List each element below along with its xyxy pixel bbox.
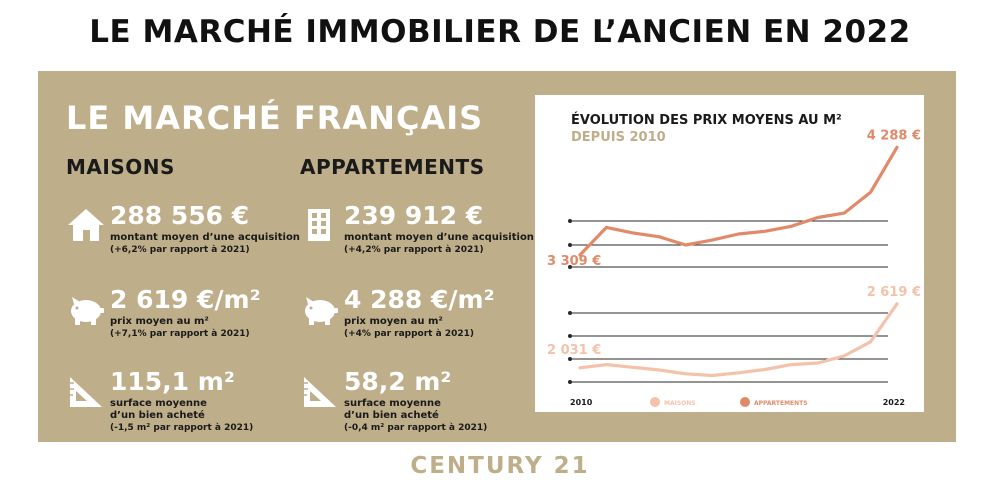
maisons-column: MAISONS 288 556 € montant moyen d’une ac… (66, 155, 300, 433)
house-icon (68, 209, 104, 241)
gridline-dot-5 (568, 357, 572, 361)
gridline-dot-4 (568, 334, 572, 338)
end-label-appartements: 4 288 € (867, 128, 921, 143)
maisons-prix-label: prix moyen au m² (+7,1% par rapport à 20… (110, 316, 250, 339)
appartements-acquisition-change: (+4,2% par rapport à 2021) (344, 245, 484, 255)
page-title: LE MARCHÉ IMMOBILIER DE L’ANCIEN EN 2022 (89, 14, 911, 50)
maisons-acquisition-label: montant moyen d’une acquisition (+6,2% p… (110, 232, 300, 255)
set-square-icon (304, 377, 336, 407)
maisons-prix-change: (+7,1% par rapport à 2021) (110, 329, 250, 339)
series-line-appartements (578, 145, 899, 257)
chart-svg: ÉVOLUTION DES PRIX MOYENS AU M² DEPUIS 2… (547, 112, 921, 407)
maisons-prix-value: 2 619 €/m² (110, 285, 261, 314)
appartements-prix-change: (+4% par rapport à 2021) (344, 329, 474, 339)
set-square-icon (70, 377, 102, 407)
gridline-dot-6 (568, 380, 572, 384)
gridline-dot-1 (568, 243, 572, 247)
appartements-prix-value: 4 288 €/m² (344, 285, 495, 314)
chart-labels: 3 309 € 4 288 € 2 031 € 2 619 € (547, 128, 921, 357)
building-icon (308, 209, 330, 241)
end-label-maisons: 2 619 € (867, 285, 921, 300)
chart-gridlines (568, 219, 888, 384)
appartements-surface-value: 58,2 m² (344, 367, 452, 396)
maisons-acquisition-change: (+6,2% par rapport à 2021) (110, 245, 250, 255)
price-evolution-chart: ÉVOLUTION DES PRIX MOYENS AU M² DEPUIS 2… (535, 95, 924, 412)
piggy-bank-icon (305, 297, 338, 325)
appartements-surface-change: (-0,4 m² par rapport à 2021) (344, 423, 488, 433)
chart-subtitle: DEPUIS 2010 (571, 130, 666, 145)
maisons-surface-change: (-1,5 m² par rapport à 2021) (110, 423, 254, 433)
appartements-acquisition-label: montant moyen d’une acquisition (+4,2% p… (344, 232, 534, 255)
gridline-dot-3 (568, 311, 572, 315)
maisons-surface-label: surface moyenne d’un bien acheté (-1,5 m… (110, 398, 254, 433)
maisons-surface-value: 115,1 m² (110, 367, 235, 396)
x-tick-label-end: 2022 (883, 398, 905, 407)
piggy-bank-icon (71, 297, 104, 325)
chart-legend: 2010 2022 MAISONS APPARTEMENTS (570, 397, 905, 407)
panel-title: LE MARCHÉ FRANÇAIS (66, 99, 484, 137)
legend-marker-appartements (740, 397, 750, 407)
century21-logo: CENTURY 21 (410, 453, 590, 479)
gridline-dot-2 (568, 265, 572, 269)
x-tick-label-start: 2010 (570, 398, 593, 407)
legend-marker-maisons (650, 397, 660, 407)
appartements-surface-label: surface moyenne d’un bien acheté (-0,4 m… (344, 398, 488, 433)
appartements-title: APPARTEMENTS (300, 155, 485, 179)
start-label-appartements: 3 309 € (547, 254, 601, 269)
start-label-maisons: 2 031 € (547, 343, 601, 358)
legend-label-maisons: MAISONS (664, 400, 696, 407)
legend-label-appartements: APPARTEMENTS (754, 400, 808, 407)
appartements-column: APPARTEMENTS 239 912 € montant moyen d’u… (300, 155, 534, 433)
appartements-acquisition-value: 239 912 € (344, 201, 484, 230)
maisons-title: MAISONS (66, 155, 175, 179)
series-line-maisons (578, 302, 899, 378)
appartements-prix-label: prix moyen au m² (+4% par rapport à 2021… (344, 316, 474, 339)
chart-series (578, 145, 899, 378)
maisons-acquisition-value: 288 556 € (110, 201, 250, 230)
market-panel: LE MARCHÉ FRANÇAIS MAISONS 288 556 € mon… (38, 71, 956, 442)
gridline-dot-0 (568, 219, 572, 223)
chart-title: ÉVOLUTION DES PRIX MOYENS AU M² (571, 112, 842, 128)
